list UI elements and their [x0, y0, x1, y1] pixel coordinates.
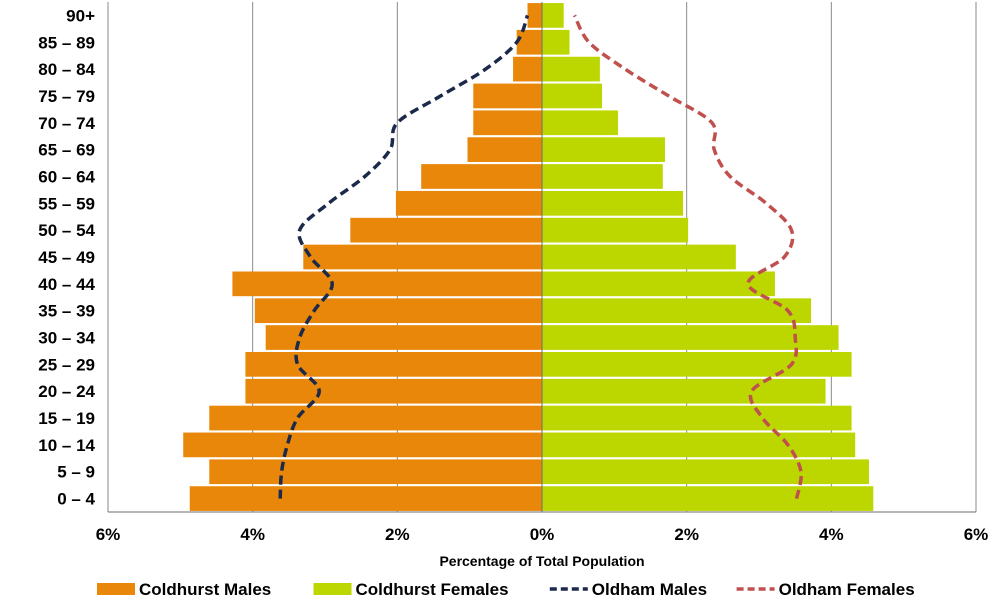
x-axis-tick-labels: 6% 4% 2% 0% 2% 4% 6%	[96, 525, 989, 544]
female-bar	[542, 352, 852, 377]
male-bar	[473, 110, 542, 136]
male-bar	[350, 217, 542, 243]
oldham-males-line	[278, 14, 530, 499]
y-tick-label: 0 – 4	[57, 490, 95, 509]
male-bar	[473, 83, 542, 109]
male-bar	[183, 432, 542, 458]
female-bar	[542, 110, 618, 136]
male-bar	[421, 164, 542, 189]
y-tick-label: 5 – 9	[57, 463, 95, 482]
x-tick-label: 4%	[240, 525, 265, 544]
legend-label: Oldham Males	[592, 580, 707, 599]
female-bar	[542, 378, 826, 404]
female-bar	[542, 3, 564, 28]
male-bar	[189, 486, 542, 511]
legend-item: Coldhurst Females	[313, 580, 509, 599]
female-bar	[542, 190, 684, 216]
y-tick-label: 60 – 64	[38, 167, 95, 186]
x-tick-label: 6%	[96, 525, 121, 544]
oldham-females-line	[572, 14, 803, 499]
male-bar	[245, 378, 542, 404]
male-bar	[395, 190, 542, 216]
x-tick-label: 4%	[819, 525, 844, 544]
male-bar	[513, 56, 542, 82]
legend-item: Coldhurst Males	[97, 580, 271, 599]
x-tick-label: 0%	[530, 525, 555, 544]
legend-label: Coldhurst Females	[356, 580, 509, 599]
female-bar	[542, 217, 689, 243]
female-bar	[542, 56, 600, 82]
legend-label: Oldham Females	[779, 580, 915, 599]
y-tick-label: 90+	[66, 6, 95, 25]
female-bar	[542, 459, 869, 485]
male-bar	[527, 3, 542, 28]
y-tick-label: 50 – 54	[38, 221, 95, 240]
male-bar	[265, 325, 542, 350]
y-tick-label: 80 – 84	[38, 60, 95, 79]
female-bar	[542, 325, 839, 350]
y-tick-label: 30 – 34	[38, 329, 95, 348]
male-bar	[516, 29, 542, 55]
male-bar	[209, 405, 542, 431]
female-bar	[542, 164, 663, 189]
y-tick-label: 15 – 19	[38, 409, 95, 428]
y-tick-label: 65 – 69	[38, 141, 95, 160]
female-bar	[542, 432, 856, 458]
legend-item: Oldham Females	[736, 580, 915, 599]
x-tick-label: 6%	[964, 525, 989, 544]
male-bar	[254, 298, 542, 324]
male-bar	[232, 271, 542, 297]
x-tick-label: 2%	[674, 525, 699, 544]
legend-swatch	[97, 583, 135, 595]
female-bar	[542, 244, 736, 270]
female-bar	[542, 486, 874, 511]
female-bar	[542, 405, 852, 431]
y-tick-label: 55 – 59	[38, 194, 95, 213]
legend-label: Coldhurst Males	[139, 580, 271, 599]
female-bar	[542, 298, 812, 324]
y-tick-label: 35 – 39	[38, 302, 95, 321]
y-axis-tick-labels: 0 – 4 5 – 9 10 – 14 15 – 19 20 – 24 25 – 29 30…	[38, 6, 95, 508]
x-axis-title: Percentage of Total Population	[439, 553, 644, 569]
male-bar	[303, 244, 542, 270]
male-bar	[245, 352, 542, 377]
legend-item: Oldham Males	[549, 580, 707, 599]
female-bar	[542, 271, 775, 297]
legend: Coldhurst Males Coldhurst Females Oldham M…	[97, 580, 915, 599]
female-bar	[542, 137, 665, 162]
male-bar	[209, 459, 542, 485]
y-tick-label: 70 – 74	[38, 114, 95, 133]
y-tick-label: 45 – 49	[38, 248, 95, 267]
y-tick-label: 85 – 89	[38, 33, 95, 52]
x-tick-label: 2%	[385, 525, 410, 544]
female-bar	[542, 29, 570, 55]
y-tick-label: 20 – 24	[38, 382, 95, 401]
male-bar	[467, 137, 542, 162]
y-tick-label: 10 – 14	[38, 436, 95, 455]
reference-lines	[278, 14, 803, 499]
y-tick-label: 25 – 29	[38, 355, 95, 374]
female-bar	[542, 83, 603, 109]
legend-swatch	[313, 583, 352, 595]
bars	[183, 3, 874, 511]
y-tick-label: 75 – 79	[38, 87, 95, 106]
y-tick-label: 40 – 44	[38, 275, 95, 294]
